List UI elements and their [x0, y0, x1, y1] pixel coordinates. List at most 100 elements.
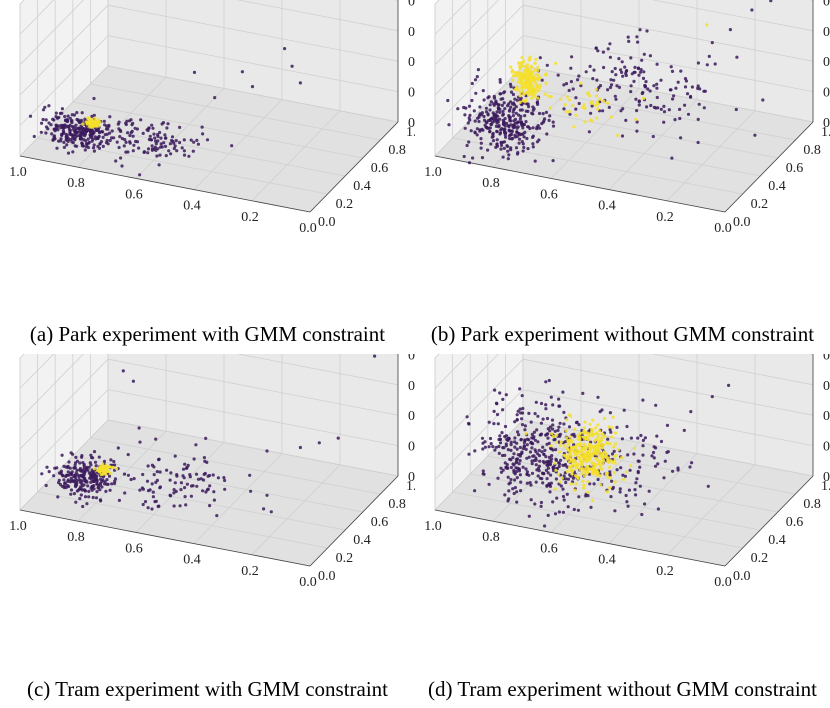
- chart-c-series-0-point-298: [201, 489, 205, 493]
- chart-a-series-0-point-371: [130, 123, 134, 127]
- chart-d-series-1-point-45: [608, 486, 612, 490]
- chart-d-series-0-point-55: [544, 403, 548, 407]
- chart-d-series-1-point-169: [558, 480, 562, 484]
- chart-d-series-0-point-320: [530, 459, 534, 463]
- chart-d-series-1-point-114: [572, 458, 576, 462]
- chart-b-series-0-point-352: [655, 62, 659, 66]
- chart-b-series-1-point-156: [520, 75, 524, 79]
- chart-d-series-1-point-234: [558, 450, 562, 454]
- chart-d-series-0-point-440: [653, 464, 658, 468]
- chart-d-series-0-point-201: [551, 403, 555, 407]
- chart-c-z-tick-1: 0.2: [408, 440, 415, 455]
- chart-b-series-0-point-262: [531, 105, 535, 109]
- chart-d-series-1-point-195: [585, 446, 589, 450]
- chart-b-series-0-point-402: [576, 78, 580, 82]
- chart-c-series-0-point-135: [75, 479, 79, 483]
- chart-c-series-0-point-275: [183, 495, 187, 499]
- chart-b-series-0-point-240: [492, 103, 496, 107]
- chart-b-series-0-point-430: [630, 72, 634, 76]
- chart-d-series-0-point-282: [527, 455, 531, 459]
- chart-a-series-0-point-379: [162, 141, 166, 145]
- chart-c-series-0-point-274: [173, 454, 177, 458]
- chart-b-series-0-point-464: [620, 134, 625, 138]
- chart-a-series-0-point-355: [107, 131, 112, 135]
- chart-b-series-0-point-468: [594, 46, 598, 50]
- chart-d-series-0-point-243: [481, 469, 485, 473]
- chart-c-y-tick-3: 0.6: [371, 515, 389, 530]
- chart-c-series-0-point-205: [87, 489, 91, 493]
- chart-c-series-0-point-95: [61, 474, 65, 478]
- chart-b-grid-floor-y-1: [452, 137, 743, 195]
- chart-d-series-0-point-407: [690, 461, 694, 465]
- chart-b-series-0-point-407: [606, 88, 610, 92]
- chart-b-series-0-point-280: [531, 108, 535, 112]
- chart-b-series-1-point-116: [533, 68, 537, 72]
- chart-b-series-0-point-116: [495, 121, 499, 125]
- chart-a-series-1-point-32: [81, 122, 85, 126]
- chart-c-series-0-point-194: [65, 483, 69, 487]
- chart-d-series-0-point-518: [624, 493, 628, 498]
- chart-b-series-1-point-125: [537, 76, 541, 80]
- chart-d-series-0-point-418: [608, 472, 612, 476]
- chart-d-series-0-point-32: [527, 514, 531, 518]
- chart-b-series-0-point-278: [512, 108, 516, 112]
- chart-d-z-tick-3: 0.6: [823, 379, 830, 394]
- chart-b-series-0-point-440: [707, 54, 711, 59]
- chart-b-series-0-point-466: [595, 78, 599, 82]
- chart-a-series-0-point-317: [164, 136, 168, 140]
- caption-a: (a) Park experiment with GMM constraint: [29, 322, 386, 346]
- chart-b-series-0-point-474: [683, 85, 688, 89]
- chart-d-x-tick-2: 0.4: [598, 553, 616, 568]
- chart-b-series-0-point-411: [643, 85, 647, 89]
- chart-a-series-0-point-320: [195, 138, 199, 142]
- chart-c-series-0-point-222: [84, 479, 88, 483]
- chart-d-series-1-point-18: [582, 426, 586, 430]
- chart-b-series-0-point-447: [652, 84, 656, 88]
- chart-c-series-0-point-259: [182, 476, 186, 480]
- chart-a-y-tick-4: 0.8: [388, 143, 406, 158]
- chart-d-series-0-point-10: [541, 445, 545, 449]
- chart-b-series-0-point-445: [639, 68, 643, 72]
- chart-d-series-1-point-116: [605, 441, 609, 445]
- chart-d-series-0-point-274: [524, 447, 528, 451]
- chart-c-series-0-point-226: [81, 504, 85, 509]
- chart-a-series-0-point-323: [157, 163, 161, 167]
- chart-b-series-1-point-130: [536, 65, 540, 69]
- chart-b-grid-floor-x-1: [666, 110, 756, 202]
- chart-d-series-1-point-312: [568, 414, 573, 418]
- chart-d-series-0-point-217: [528, 481, 532, 485]
- chart-d-series-1-point-279: [592, 439, 597, 443]
- chart-b-x-tick-3: 0.6: [540, 187, 558, 202]
- chart-a-series-0-point-143: [71, 150, 75, 154]
- chart-c-series-0-point-286: [141, 487, 145, 491]
- chart-a-series-0-point-385: [192, 70, 197, 74]
- chart-b-series-0-point-244: [505, 121, 509, 125]
- chart-b-series-0-point-248: [473, 130, 477, 134]
- chart-b-series-0-point-272: [517, 141, 521, 145]
- chart-d-grid-floor-y-5: [522, 419, 814, 477]
- chart-d-series-0-point-439: [635, 477, 639, 481]
- chart-b-series-0-point-331: [617, 57, 621, 61]
- chart-d-series-0-point-361: [542, 461, 546, 465]
- chart-d-series-0-point-466: [627, 488, 631, 492]
- chart-d-series-1-point-75: [619, 456, 624, 460]
- chart-d-series-1-point-295: [629, 464, 633, 468]
- chart-a-series-0-point-374: [180, 146, 184, 150]
- chart-d-series-0-point-76: [473, 489, 477, 493]
- chart-d-series-1-point-154: [614, 442, 618, 446]
- chart-b-series-0-point-383: [684, 79, 688, 83]
- chart-d-series-1-point-136: [573, 445, 577, 449]
- chart-d-series-0-point-108: [493, 388, 497, 392]
- chart-b-grid-floor-x-3: [550, 88, 640, 179]
- chart-a-series-1-point-56: [91, 124, 96, 128]
- chart-b-series-0-point-323: [640, 58, 644, 62]
- chart-b-series-0-point-110: [484, 106, 488, 110]
- chart-d-series-0-point-267: [566, 477, 570, 481]
- chart-b-series-0-point-172: [531, 142, 535, 146]
- chart-a-series-0-point-322: [92, 96, 96, 101]
- chart-c-series-0-point-142: [113, 479, 117, 483]
- chart-b-series-0-point-167: [476, 68, 480, 72]
- chart-b-series-0-point-261: [494, 117, 498, 121]
- chart-b-x-tick-5: 1.0: [424, 165, 442, 180]
- chart-a-series-0-point-117: [41, 117, 45, 122]
